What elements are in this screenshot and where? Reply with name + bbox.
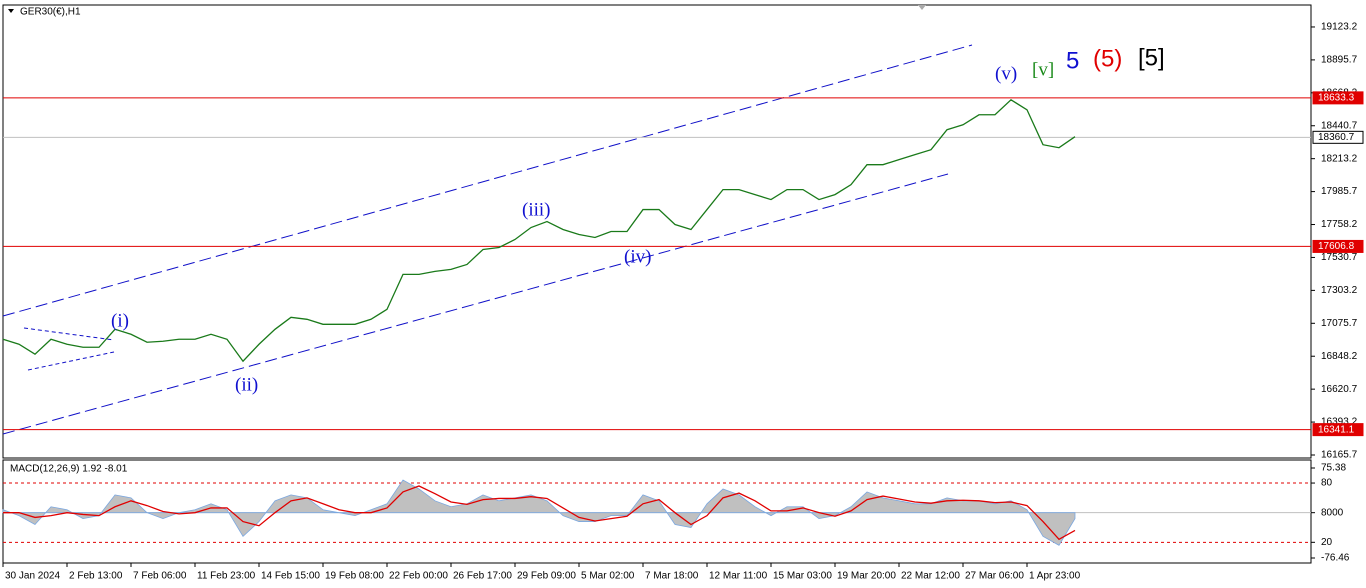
y-tick-label: 17530.7 <box>1321 252 1358 263</box>
triangle-top <box>23 327 115 341</box>
x-tick-label: 5 Mar 02:00 <box>581 571 635 582</box>
price-panel <box>2 4 1312 459</box>
x-tick-label: 7 Feb 06:00 <box>133 571 187 582</box>
x-tick-label: 12 Mar 11:00 <box>709 571 768 582</box>
wave-label: (iv) <box>624 246 651 267</box>
x-tick-label: 14 Feb 15:00 <box>261 571 320 582</box>
level-box <box>1312 423 1364 437</box>
y-tick-label: 75.38 <box>1321 463 1346 474</box>
y-tick-label: 20 <box>1321 537 1333 548</box>
x-tick-label: 11 Feb 23:00 <box>197 571 256 582</box>
level-label: 17606.8 <box>1318 241 1355 252</box>
level-label: 18633.3 <box>1318 93 1355 104</box>
y-tick-label: 18213.2 <box>1321 153 1358 164</box>
y-tick-label: 8000 <box>1321 507 1344 518</box>
y-tick-label: 80 <box>1321 478 1333 489</box>
y-tick-label: 19123.2 <box>1321 22 1358 33</box>
x-tick-label: 15 Mar 03:00 <box>773 571 832 582</box>
level-label: 16341.1 <box>1318 424 1355 435</box>
x-tick-label: 1 Apr 23:00 <box>1029 571 1081 582</box>
y-tick-label: 17075.7 <box>1321 318 1358 329</box>
menu-arrow[interactable] <box>8 9 14 13</box>
x-tick-label: 19 Mar 20:00 <box>837 571 896 582</box>
x-tick-label: 19 Feb 08:00 <box>325 571 384 582</box>
y-tick-label: 17303.2 <box>1321 285 1358 296</box>
macd-title: MACD(12,26,9) 1.92 -8.01 <box>10 464 128 475</box>
wave-label: [5] <box>1138 44 1165 71</box>
wave-labels: (i) (ii) (iii) (iv) (v) [v] 5 (5) [5] <box>111 44 1165 395</box>
level-label: 18360.7 <box>1318 132 1355 143</box>
level-box <box>1312 91 1364 105</box>
shift-marker <box>918 5 926 10</box>
x-tick-label: 7 Mar 18:00 <box>645 571 699 582</box>
x-tick-label: 2 Feb 13:00 <box>69 571 123 582</box>
price-line <box>2 98 1076 363</box>
wave-label: (v) <box>995 63 1017 84</box>
x-tick-label: 29 Feb 09:00 <box>517 571 576 582</box>
channel-lower <box>2 173 949 435</box>
wave-label: (i) <box>111 310 129 331</box>
level-box <box>1312 239 1364 253</box>
macd-area <box>2 479 1076 546</box>
channel-upper <box>2 44 973 317</box>
y-tick-label: 16165.7 <box>1321 450 1358 461</box>
level-box <box>1312 130 1364 144</box>
x-tick-label: 30 Jan 2024 <box>5 571 60 582</box>
y-tick-label: 16848.2 <box>1321 351 1358 362</box>
y-tick-label: -76.46 <box>1321 553 1350 564</box>
x-tick-label: 26 Feb 17:00 <box>453 571 512 582</box>
y-tick-label: 18440.7 <box>1321 120 1358 131</box>
wave-label: (ii) <box>235 374 258 395</box>
wave-label: [v] <box>1032 59 1054 80</box>
wave-label: 5 <box>1066 47 1079 74</box>
triangle-bottom <box>27 351 115 371</box>
x-tick-label: 27 Mar 06:00 <box>965 571 1024 582</box>
y-tick-label: 16393.2 <box>1321 417 1358 428</box>
chart-title: GER30(€),H1 <box>20 7 81 18</box>
wave-label: (5) <box>1093 45 1122 72</box>
channel <box>2 44 973 435</box>
price-line <box>3 485 1076 541</box>
y-tick-label: 17758.2 <box>1321 219 1358 230</box>
x-tick-label: 22 Mar 12:00 <box>901 571 960 582</box>
x-tick-label: 22 Feb 00:00 <box>389 571 448 582</box>
y-tick-label: 16620.7 <box>1321 384 1358 395</box>
y-tick-label: 17985.7 <box>1321 186 1358 197</box>
wave-label: (iii) <box>522 199 551 220</box>
y-tick-label: 18895.7 <box>1321 55 1358 66</box>
